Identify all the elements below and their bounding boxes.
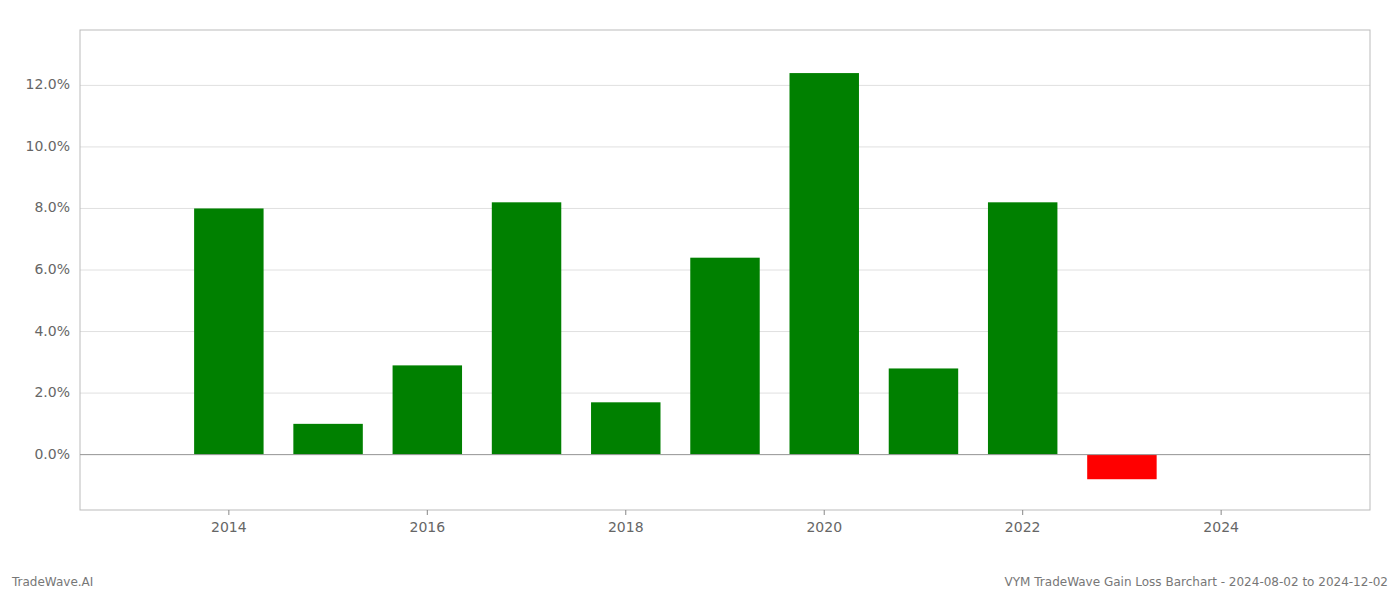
y-tick-label: 0.0%	[34, 446, 70, 462]
bar	[1087, 455, 1156, 480]
grid-line	[80, 146, 1370, 147]
grid-line	[80, 454, 1370, 455]
x-tick-label: 2020	[806, 519, 842, 535]
bar	[988, 202, 1057, 454]
x-tick-label: 2018	[608, 519, 644, 535]
footer-text: VYM TradeWave Gain Loss Barchart - 2024-…	[1005, 575, 1388, 589]
x-tick-label: 2016	[409, 519, 445, 535]
grid-line	[80, 85, 1370, 86]
x-tick-label: 2014	[211, 519, 247, 535]
chart-container: 0.0%2.0%4.0%6.0%8.0%10.0%12.0%2014201620…	[0, 0, 1400, 600]
tick-mark	[228, 510, 229, 515]
plot-frame	[80, 30, 1370, 510]
bar	[591, 402, 660, 454]
footer-text: TradeWave.AI	[11, 575, 93, 589]
y-tick-label: 10.0%	[26, 138, 70, 154]
bar	[492, 202, 561, 454]
x-axis: 2014 2016 2018 2020 2022 2024	[211, 510, 1239, 535]
grid-line	[80, 208, 1370, 209]
zero-line	[80, 454, 1370, 455]
y-grid	[80, 85, 1370, 454]
footer: TradeWave.AI VYM TradeWave Gain Loss Barc…	[11, 575, 1388, 589]
tick-mark	[625, 510, 626, 515]
bar	[293, 424, 362, 455]
x-tick-label: 2022	[1005, 519, 1041, 535]
y-tick-label: 4.0%	[34, 323, 70, 339]
y-tick-label: 6.0%	[34, 261, 70, 277]
y-tick-label: 12.0%	[26, 76, 70, 92]
tick-mark	[1221, 510, 1222, 515]
y-tick-labels: 0.0% 2.0% 4.0% 6.0% 8.0% 10.0% 12.0%	[26, 76, 70, 461]
y-tick-label: 2.0%	[34, 384, 70, 400]
bar	[393, 365, 462, 454]
chart: 0.0%2.0%4.0%6.0%8.0%10.0%12.0%2014201620…	[0, 0, 1400, 600]
bars	[194, 73, 1157, 479]
tick-mark	[1022, 510, 1023, 515]
y-tick-label: 8.0%	[34, 199, 70, 215]
bar	[790, 73, 859, 455]
tick-mark	[824, 510, 825, 515]
bar	[194, 208, 263, 454]
x-tick-label: 2024	[1203, 519, 1239, 535]
tick-mark	[427, 510, 428, 515]
bar	[690, 258, 759, 455]
bar	[889, 368, 958, 454]
